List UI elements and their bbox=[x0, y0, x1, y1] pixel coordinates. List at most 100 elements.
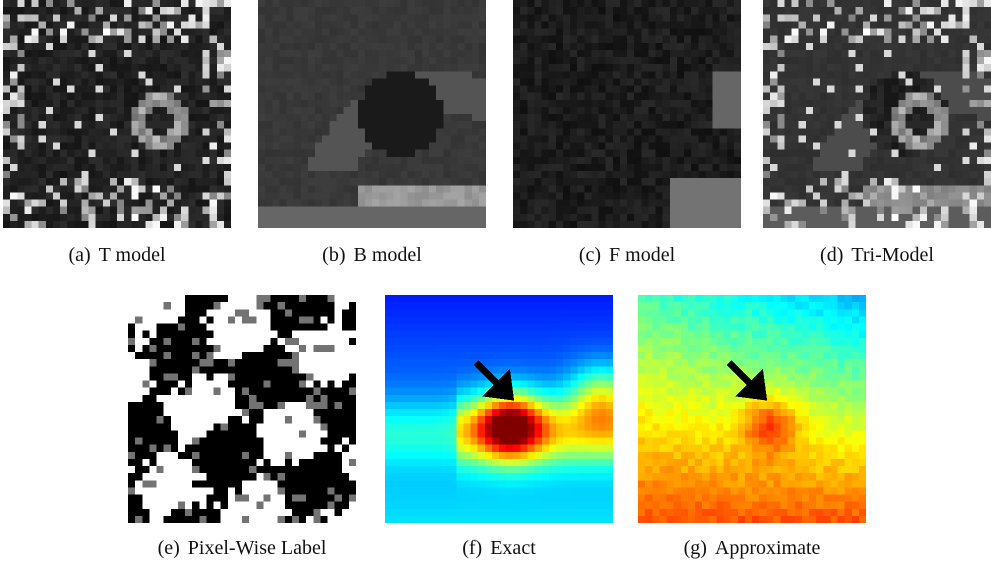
pixel bbox=[870, 86, 877, 93]
pixel bbox=[948, 71, 955, 78]
pixel bbox=[955, 0, 962, 7]
pixel bbox=[256, 345, 263, 352]
pixel bbox=[906, 207, 913, 214]
pixel bbox=[684, 221, 691, 228]
pixel bbox=[920, 214, 927, 221]
pixel bbox=[185, 445, 192, 452]
pixel bbox=[294, 29, 301, 36]
pixel bbox=[648, 164, 655, 171]
pixel bbox=[591, 50, 598, 57]
pixel bbox=[299, 388, 306, 395]
pixel bbox=[856, 207, 863, 214]
pixel bbox=[542, 14, 549, 21]
pixel bbox=[670, 164, 677, 171]
pixel bbox=[906, 0, 913, 7]
pixel bbox=[60, 86, 67, 93]
pixel bbox=[128, 409, 135, 416]
pixel bbox=[299, 302, 306, 309]
pixel bbox=[258, 93, 265, 100]
pixel bbox=[110, 43, 117, 50]
pixel bbox=[146, 0, 153, 7]
pixel bbox=[806, 221, 813, 228]
pixel bbox=[131, 157, 138, 164]
pixel bbox=[210, 107, 217, 114]
pixel bbox=[520, 50, 527, 57]
pixel bbox=[203, 0, 210, 7]
pixel bbox=[287, 214, 294, 221]
pixel bbox=[110, 57, 117, 64]
pixel bbox=[648, 150, 655, 157]
pixel bbox=[344, 14, 351, 21]
pixel bbox=[336, 7, 343, 14]
pixel bbox=[934, 157, 941, 164]
pixel bbox=[265, 143, 272, 150]
pixel bbox=[591, 192, 598, 199]
pixel bbox=[81, 107, 88, 114]
pixel bbox=[606, 64, 613, 71]
pixel bbox=[627, 14, 634, 21]
pixel bbox=[450, 214, 457, 221]
pixel bbox=[386, 178, 393, 185]
pixel bbox=[24, 207, 31, 214]
pixel bbox=[670, 150, 677, 157]
pixel bbox=[167, 143, 174, 150]
pixel bbox=[613, 157, 620, 164]
pixel bbox=[146, 128, 153, 135]
pixel bbox=[192, 430, 199, 437]
pixel bbox=[329, 71, 336, 78]
pixel bbox=[436, 164, 443, 171]
pixel bbox=[584, 185, 591, 192]
pixel bbox=[258, 135, 265, 142]
pixel bbox=[877, 128, 884, 135]
pixel bbox=[329, 185, 336, 192]
pixel bbox=[813, 135, 820, 142]
pixel bbox=[96, 0, 103, 7]
pixel bbox=[920, 50, 927, 57]
pixel bbox=[335, 316, 342, 323]
pixel bbox=[627, 71, 634, 78]
pixel bbox=[613, 221, 620, 228]
pixel bbox=[734, 64, 741, 71]
pixel bbox=[884, 157, 891, 164]
pixel bbox=[577, 221, 584, 228]
pixel bbox=[287, 185, 294, 192]
pixel bbox=[342, 480, 349, 487]
pixel bbox=[827, 71, 834, 78]
pixel bbox=[214, 324, 221, 331]
pixel bbox=[472, 178, 479, 185]
pixel bbox=[527, 135, 534, 142]
pixel bbox=[242, 345, 249, 352]
pixel bbox=[138, 214, 145, 221]
pixel bbox=[89, 128, 96, 135]
pixel bbox=[192, 359, 199, 366]
pixel bbox=[977, 214, 984, 221]
pixel bbox=[906, 14, 913, 21]
pixel bbox=[584, 164, 591, 171]
pixel bbox=[349, 359, 356, 366]
pixel bbox=[171, 324, 178, 331]
pixel bbox=[351, 50, 358, 57]
pixel bbox=[849, 78, 856, 85]
pixel bbox=[577, 157, 584, 164]
pixel bbox=[195, 135, 202, 142]
pixel bbox=[210, 14, 217, 21]
pixel bbox=[153, 214, 160, 221]
pixel bbox=[135, 352, 142, 359]
pixel bbox=[328, 295, 335, 302]
pixel bbox=[217, 150, 224, 157]
pixel bbox=[727, 100, 734, 107]
pixel bbox=[884, 200, 891, 207]
pixel bbox=[279, 21, 286, 28]
pixel bbox=[913, 171, 920, 178]
pixel bbox=[313, 359, 320, 366]
pixel bbox=[784, 128, 791, 135]
pixel bbox=[591, 100, 598, 107]
pixel bbox=[727, 43, 734, 50]
pixel bbox=[258, 0, 265, 7]
pixel bbox=[834, 200, 841, 207]
pixel bbox=[379, 121, 386, 128]
pixel bbox=[24, 57, 31, 64]
pixel bbox=[358, 50, 365, 57]
pixel bbox=[294, 192, 301, 199]
pixel bbox=[984, 185, 991, 192]
